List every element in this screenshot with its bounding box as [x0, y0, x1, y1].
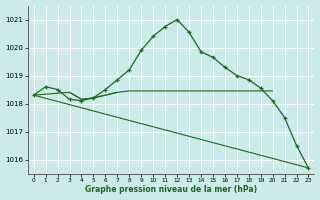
X-axis label: Graphe pression niveau de la mer (hPa): Graphe pression niveau de la mer (hPa): [85, 185, 257, 194]
